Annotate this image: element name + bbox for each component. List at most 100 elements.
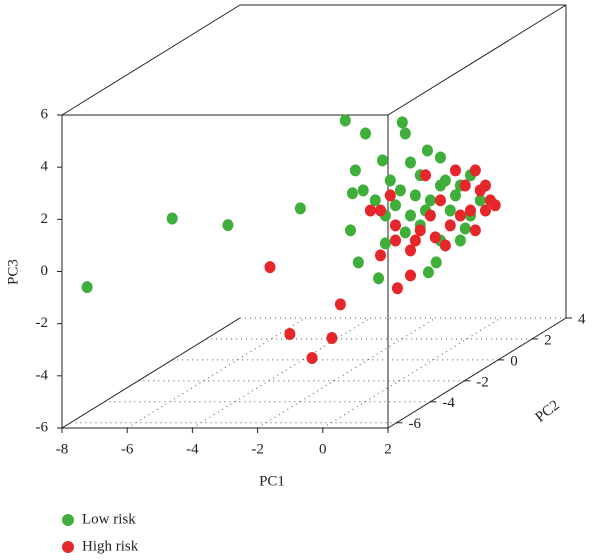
- point: [424, 194, 436, 207]
- z-axis-label: PC3: [5, 259, 21, 285]
- x-axis-label: PC1: [259, 473, 285, 489]
- y-tick-label: -2: [476, 374, 489, 390]
- point: [390, 234, 402, 247]
- floor-grid-line: [322, 317, 502, 429]
- point: [469, 164, 481, 177]
- box-edge: [387, 317, 567, 429]
- point: [390, 219, 402, 232]
- point: [424, 209, 436, 222]
- legend-label: Low risk: [82, 511, 136, 527]
- point: [384, 189, 396, 202]
- point: [444, 219, 456, 232]
- point: [349, 164, 361, 177]
- point: [375, 204, 387, 217]
- point: [421, 144, 433, 157]
- y-tick-label: -4: [442, 395, 455, 411]
- box-edge: [61, 317, 241, 429]
- point: [222, 219, 234, 232]
- point: [469, 224, 481, 237]
- point: [434, 151, 446, 164]
- point: [409, 234, 421, 247]
- point: [306, 352, 318, 365]
- point: [489, 199, 501, 212]
- point: [419, 169, 431, 182]
- point: [474, 194, 486, 207]
- z-tick-label: 0: [41, 263, 49, 279]
- point: [479, 179, 491, 192]
- y-axis-label: PC2: [533, 397, 563, 426]
- x-tick-label: -6: [121, 441, 134, 457]
- floor-grid-line: [126, 317, 306, 429]
- point: [454, 209, 466, 222]
- point: [391, 282, 403, 295]
- point: [373, 272, 385, 285]
- x-tick-label: -8: [56, 441, 69, 457]
- point: [414, 224, 426, 237]
- point: [454, 234, 466, 247]
- box-edge: [61, 4, 241, 116]
- z-tick-label: -2: [36, 315, 49, 331]
- point: [430, 256, 442, 269]
- y-tick-label: -6: [408, 416, 421, 432]
- point: [404, 209, 416, 222]
- point: [479, 204, 491, 217]
- point: [399, 127, 411, 140]
- point: [390, 199, 402, 212]
- point: [357, 184, 369, 197]
- point: [326, 331, 338, 344]
- point: [434, 179, 446, 192]
- y-tick-label: 4: [578, 311, 586, 327]
- point: [345, 224, 357, 237]
- point: [360, 127, 372, 140]
- point: [422, 266, 434, 279]
- point: [449, 189, 461, 202]
- point: [439, 239, 451, 252]
- y-tick-label: 0: [510, 353, 518, 369]
- z-tick-label: -6: [36, 419, 49, 435]
- point: [396, 116, 408, 129]
- point: [284, 328, 296, 341]
- legend-label: High risk: [82, 538, 139, 554]
- point: [444, 204, 456, 217]
- point: [81, 281, 93, 294]
- legend-marker: [62, 514, 74, 526]
- point: [429, 231, 441, 244]
- point: [375, 249, 387, 262]
- point: [404, 244, 416, 257]
- point: [459, 222, 471, 235]
- point: [409, 189, 421, 202]
- box-edge: [387, 4, 567, 116]
- point: [379, 237, 391, 250]
- point: [449, 164, 461, 177]
- point: [394, 184, 406, 197]
- point: [376, 154, 388, 167]
- point: [346, 187, 358, 200]
- point: [404, 156, 416, 169]
- point: [294, 202, 306, 215]
- x-tick-label: -4: [186, 441, 199, 457]
- point: [384, 174, 396, 187]
- point: [339, 114, 351, 127]
- point: [166, 212, 178, 225]
- point: [459, 179, 471, 192]
- point: [399, 226, 411, 239]
- point: [369, 194, 381, 207]
- point: [352, 256, 364, 269]
- z-tick-label: 6: [41, 106, 49, 122]
- point: [364, 204, 376, 217]
- legend-marker: [62, 541, 74, 553]
- y-tick-label: 2: [544, 332, 552, 348]
- x-tick-label: 0: [319, 441, 327, 457]
- z-tick-label: -4: [36, 367, 49, 383]
- point: [264, 261, 276, 274]
- floor-grid-line: [257, 317, 436, 429]
- point: [334, 298, 346, 311]
- x-tick-label: -2: [251, 441, 264, 457]
- point: [434, 194, 446, 207]
- z-tick-label: 4: [41, 159, 49, 175]
- point: [464, 204, 476, 217]
- point: [404, 269, 416, 282]
- floor-grid-line: [192, 317, 371, 429]
- x-tick-label: 2: [384, 441, 392, 457]
